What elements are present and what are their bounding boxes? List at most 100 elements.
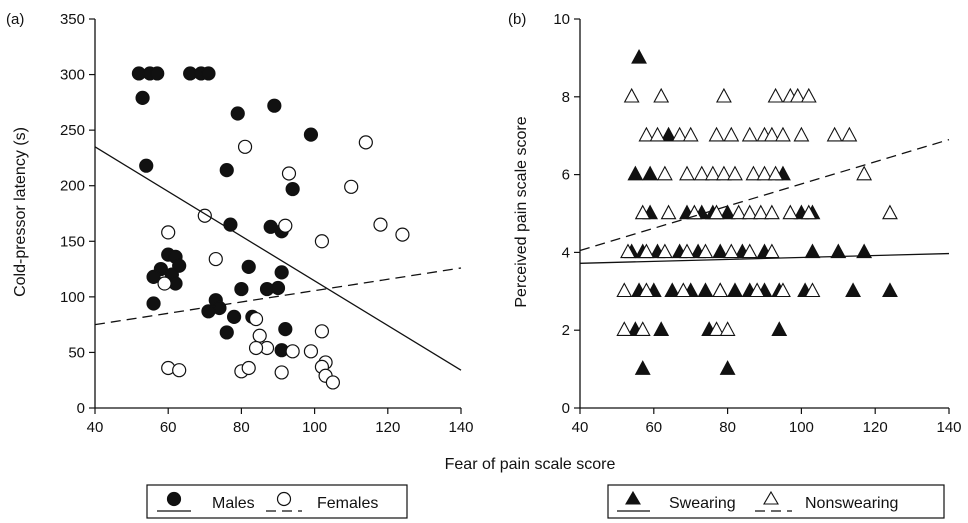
nonswearing-data-point [638, 282, 655, 298]
swearing-data-point [882, 282, 898, 298]
nonswearing-data-point [856, 165, 873, 181]
nonswearing-data-point [693, 165, 710, 181]
panel-a-x-tick-label: 140 [448, 419, 473, 436]
panel-b-y-tick-label: 4 [562, 244, 570, 261]
nonswearing-data-point [620, 243, 636, 259]
legend-a-frame [146, 484, 408, 519]
males-data-point [139, 158, 154, 173]
panel-b-plot-area: 0 2 4 6 8 10 40 60 80 100 120 140 [553, 11, 961, 436]
panel-a-y-tick-label: 0 [77, 400, 85, 417]
males-data-point [267, 98, 282, 113]
females-data-point [314, 324, 330, 339]
panel-a-x-tick-label: 60 [160, 419, 177, 436]
females-data-point [248, 311, 264, 327]
males-data-point [146, 296, 161, 311]
nonswearing-data-point [800, 87, 817, 103]
females-data-point [325, 375, 340, 390]
swearing-data-point [719, 204, 736, 220]
males-data-point [241, 259, 256, 274]
females-data-point [395, 227, 410, 242]
legend-females-open-circle-icon [276, 491, 292, 507]
males-data-point [201, 66, 216, 81]
nonswearing-data-point [675, 282, 692, 298]
females-data-point [274, 365, 289, 380]
females-data-point [252, 328, 267, 343]
legend-females-label: Females [317, 495, 378, 512]
nonswearing-data-point [730, 204, 747, 220]
panel-b-y-tick-label: 6 [562, 167, 570, 184]
females-data-point [241, 360, 256, 376]
females-data-point [344, 179, 359, 194]
panel-b-y-tick-label: 0 [562, 400, 570, 417]
males-data-point [219, 325, 234, 340]
legend-nonswearing-open-triangle-icon [763, 490, 779, 505]
nonswearing-data-point [749, 282, 766, 298]
panel-a-label: (a) [6, 11, 24, 28]
panel-b-y-axis-title: Perceived pain scale score [513, 116, 530, 307]
panel-a-x-tick-label: 80 [233, 419, 250, 436]
nonswearing-data-point [616, 321, 633, 336]
panel-a: (a) 0 50 100 150 200 250 300 350 40 60 80 100 120 140… [6, 11, 474, 436]
females-data-point [285, 344, 300, 359]
nonswearing-data-point [623, 87, 640, 103]
nonswearing-data-point [708, 321, 725, 336]
nonswearing-data-point [789, 87, 806, 103]
panel-b-x-tick-label: 40 [572, 419, 589, 436]
nonswearing-data-point [741, 204, 758, 220]
nonswearing-data-point [679, 165, 695, 181]
panel-b-x-tick-label: 100 [789, 419, 814, 436]
panel-b-label: (b) [508, 11, 526, 28]
males-regression-line [94, 146, 462, 371]
swearing-data-point [697, 282, 714, 298]
nonswearing-data-point [616, 282, 633, 298]
nonswearing-data-point [841, 126, 858, 142]
swearing-regression-line [579, 252, 950, 264]
swearing-data-point [771, 321, 788, 336]
panel-a-y-axis-title: Cold-pressor latency (s) [12, 127, 29, 297]
nonswearing-data-point [723, 243, 740, 259]
nonswearing-data-point [656, 243, 673, 259]
males-data-point [201, 304, 216, 319]
nonswearing-data-point [782, 204, 799, 220]
nonswearing-data-point [638, 243, 655, 259]
shared-x-axis-title: Fear of pain scale score [445, 456, 616, 473]
swearing-data-point [856, 243, 873, 259]
nonswearing-data-point [656, 165, 673, 181]
nonswearing-data-point [719, 321, 736, 336]
swearing-data-point [664, 282, 681, 298]
males-data-point [226, 309, 242, 324]
nonswearing-data-point [882, 204, 898, 220]
swearing-data-point [653, 321, 670, 336]
nonswearing-data-point [708, 204, 725, 220]
nonswearing-data-point [727, 165, 743, 181]
nonswearing-data-point [715, 87, 732, 103]
nonswearing-data-point [763, 204, 780, 220]
nonswearing-data-point [723, 126, 740, 142]
males-data-point [278, 321, 293, 337]
nonswearing-data-point [826, 126, 843, 142]
legend-nonswearing-label: Nonswearing [805, 495, 898, 512]
panel-a-y-tick-label: 250 [60, 122, 85, 139]
nonswearing-data-point [634, 321, 651, 336]
nonswearing-regression-line [579, 138, 950, 252]
nonswearing-data-point [763, 126, 780, 142]
legend-males-label: Males [212, 495, 255, 512]
nonswearing-data-point [767, 87, 784, 103]
panel-a-y-tick-label: 200 [60, 178, 85, 195]
legend-swearing-filled-triangle-icon [625, 490, 641, 505]
nonswearing-data-point [634, 204, 651, 220]
males-data-point [285, 181, 300, 197]
swearing-data-point [830, 243, 847, 259]
panel-b-x-tick-label: 60 [645, 419, 662, 436]
panel-b-x-tick-label: 120 [863, 419, 888, 436]
swearing-data-point [642, 165, 659, 181]
nonswearing-data-point [775, 126, 791, 142]
panel-a-x-tick-label: 120 [375, 419, 400, 436]
males-data-point [303, 127, 319, 142]
swearing-data-point [634, 360, 651, 375]
nonswearing-data-point [800, 204, 817, 220]
females-data-point [248, 340, 264, 356]
nonswearing-data-point [741, 243, 758, 259]
swearing-data-point [627, 165, 644, 181]
swearing-data-point [727, 282, 743, 298]
